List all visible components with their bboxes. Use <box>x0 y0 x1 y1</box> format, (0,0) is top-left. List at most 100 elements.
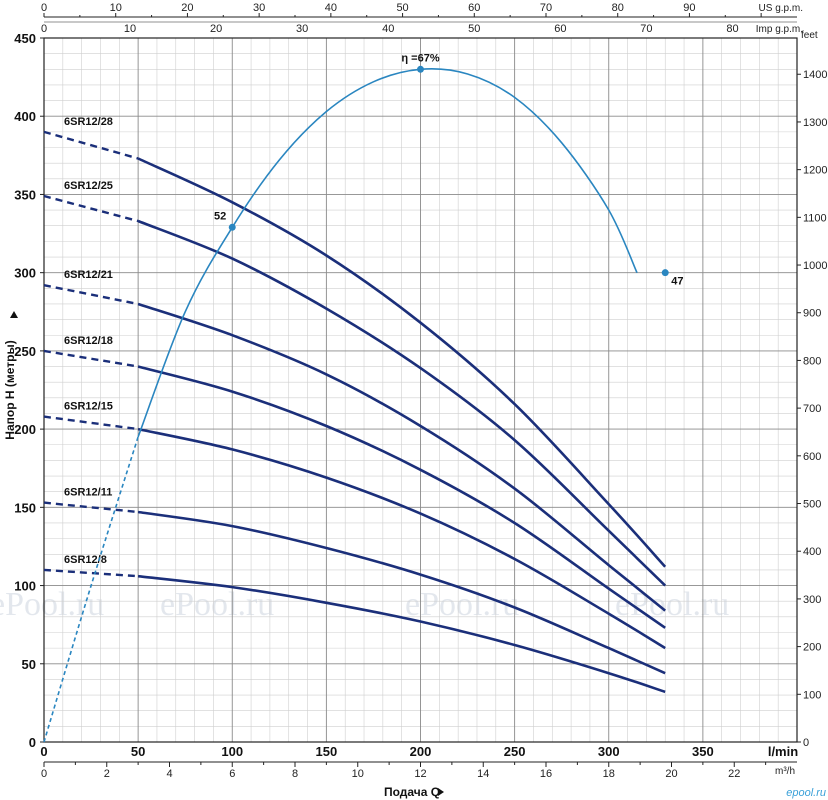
efficiency-point <box>417 65 424 73</box>
left-tick-label: 150 <box>14 500 36 515</box>
watermark-text: ePool.ru <box>405 586 519 623</box>
watermarks: ePool.ru ePool.ru ePool.ru ePool.ru <box>0 586 729 623</box>
impgpm-tick-label: 80 <box>726 23 738 35</box>
impgpm-tick-label: 40 <box>382 23 394 35</box>
plot-frame <box>43 37 798 743</box>
left-tick-label: 200 <box>14 422 36 437</box>
impgpm-tick-label: 30 <box>296 23 308 35</box>
usgpm-tick-label: 30 <box>253 2 265 14</box>
efficiency-curve-dashed <box>43 436 139 743</box>
efficiency-point-label: 47 <box>671 276 683 288</box>
usgpm-tick-label: 80 <box>612 2 624 14</box>
m3h-tick-label: 16 <box>540 768 552 780</box>
efficiency-point-label: 52 <box>214 210 226 222</box>
efficiency-point <box>228 223 236 231</box>
logo-text: epool.ru <box>786 787 826 799</box>
pump-curve-label: 6SR12/8 <box>64 554 107 566</box>
usgpm-tick-label: 90 <box>683 2 695 14</box>
pump-curve <box>137 510 666 675</box>
right-axis-unit: feet <box>801 30 818 41</box>
pump-curve-label: 6SR12/18 <box>64 335 113 347</box>
pump-curve-label: 6SR12/28 <box>64 116 113 128</box>
bottom-tick-label: 150 <box>316 744 338 759</box>
impgpm-tick-label: 10 <box>124 23 136 35</box>
usgpm-tick-label: 50 <box>396 2 408 14</box>
pump-curves: 6SR12/28 6SR12/25 6SR12/21 6SR12/18 6SR12/15… <box>43 116 667 694</box>
pump-curve <box>137 574 666 694</box>
impgpm-tick-label: 70 <box>640 23 652 35</box>
left-tick-label: 400 <box>14 109 36 124</box>
impgpm-tick-label: 60 <box>554 23 566 35</box>
y-axis-title: Напор H (метры) <box>3 340 17 439</box>
bottom-axis-unit: l/min <box>768 744 798 759</box>
x-axis-title: Подача Q <box>384 785 440 799</box>
pump-curve-label: 6SR12/21 <box>64 269 113 281</box>
usgpm-axis-unit: US g.p.m. <box>759 3 803 14</box>
efficiency-point-label: η =67% <box>401 52 439 64</box>
impgpm-tick-label: 20 <box>210 23 222 35</box>
bottom-tick-label: 50 <box>131 744 145 759</box>
efficiency-point <box>661 269 669 277</box>
m3h-tick-label: 4 <box>166 768 172 780</box>
usgpm-tick-label: 10 <box>110 2 122 14</box>
left-tick-label: 100 <box>14 579 36 594</box>
bottom-tick-label: 300 <box>598 744 620 759</box>
bottom-tick-label: 0 <box>40 744 47 759</box>
m3h-tick-label: 14 <box>477 768 489 780</box>
right-tick-label: 900 <box>803 308 821 320</box>
m3h-tick-label: 20 <box>665 768 677 780</box>
usgpm-tick-label: 70 <box>540 2 552 14</box>
right-tick-label: 1100 <box>803 212 827 224</box>
right-tick-label: 1200 <box>803 165 827 177</box>
right-tick-label: 400 <box>803 546 821 558</box>
pump-curve <box>137 427 666 650</box>
m3h-tick-label: 2 <box>104 768 110 780</box>
m3h-axis-unit: m³/h <box>775 766 795 777</box>
right-tick-label: 600 <box>803 451 821 463</box>
impgpm-axis-unit: Imp g.p.m. <box>756 24 803 35</box>
right-tick-label: 200 <box>803 642 821 654</box>
pump-curve-dashed <box>43 415 139 431</box>
efficiency-curve-line <box>137 68 638 438</box>
bottom-tick-label: 250 <box>504 744 526 759</box>
left-tick-label: 250 <box>14 344 36 359</box>
pump-curve-dashed <box>43 194 139 223</box>
pump-curve-dashed <box>43 501 139 514</box>
right-tick-label: 700 <box>803 403 821 415</box>
pump-curve <box>137 219 667 587</box>
usgpm-tick-label: 60 <box>468 2 480 14</box>
bottom-tick-label: 350 <box>692 744 714 759</box>
right-tick-label: 500 <box>803 499 821 511</box>
pump-curve-label: 6SR12/11 <box>64 487 112 499</box>
left-tick-label: 350 <box>14 187 36 202</box>
x-axis-arrow-icon <box>438 788 444 796</box>
pump-curve-dashed <box>43 349 139 368</box>
left-tick-label: 450 <box>14 31 36 46</box>
usgpm-tick-label: 20 <box>181 2 193 14</box>
m3h-tick-label: 18 <box>603 768 615 780</box>
left-tick-label: 300 <box>14 266 36 281</box>
m3h-tick-label: 22 <box>728 768 740 780</box>
right-tick-label: 0 <box>803 737 809 749</box>
pump-curve <box>137 365 666 629</box>
pump-curve-dashed <box>43 568 139 578</box>
left-tick-label: 0 <box>29 735 36 750</box>
pump-curve-label: 6SR12/25 <box>64 180 113 192</box>
m3h-tick-label: 8 <box>292 768 298 780</box>
m3h-tick-label: 0 <box>41 768 47 780</box>
efficiency-curve: 52 η =67% 47 <box>43 52 683 743</box>
bottom-tick-label: 100 <box>221 744 243 759</box>
right-tick-label: 300 <box>803 594 821 606</box>
impgpm-tick-label: 50 <box>468 23 480 35</box>
bottom-tick-label: 200 <box>410 744 432 759</box>
right-tick-label: 1000 <box>803 260 827 272</box>
usgpm-tick-label: 40 <box>325 2 337 14</box>
right-tick-label: 100 <box>803 689 821 701</box>
m3h-tick-label: 10 <box>352 768 364 780</box>
pump-curve-dashed <box>43 130 139 160</box>
axes: 0501001502002503003504004500100200300400… <box>14 2 827 780</box>
pump-curve <box>137 157 667 568</box>
pump-curve-label: 6SR12/15 <box>64 401 113 413</box>
right-tick-label: 1300 <box>803 117 827 129</box>
